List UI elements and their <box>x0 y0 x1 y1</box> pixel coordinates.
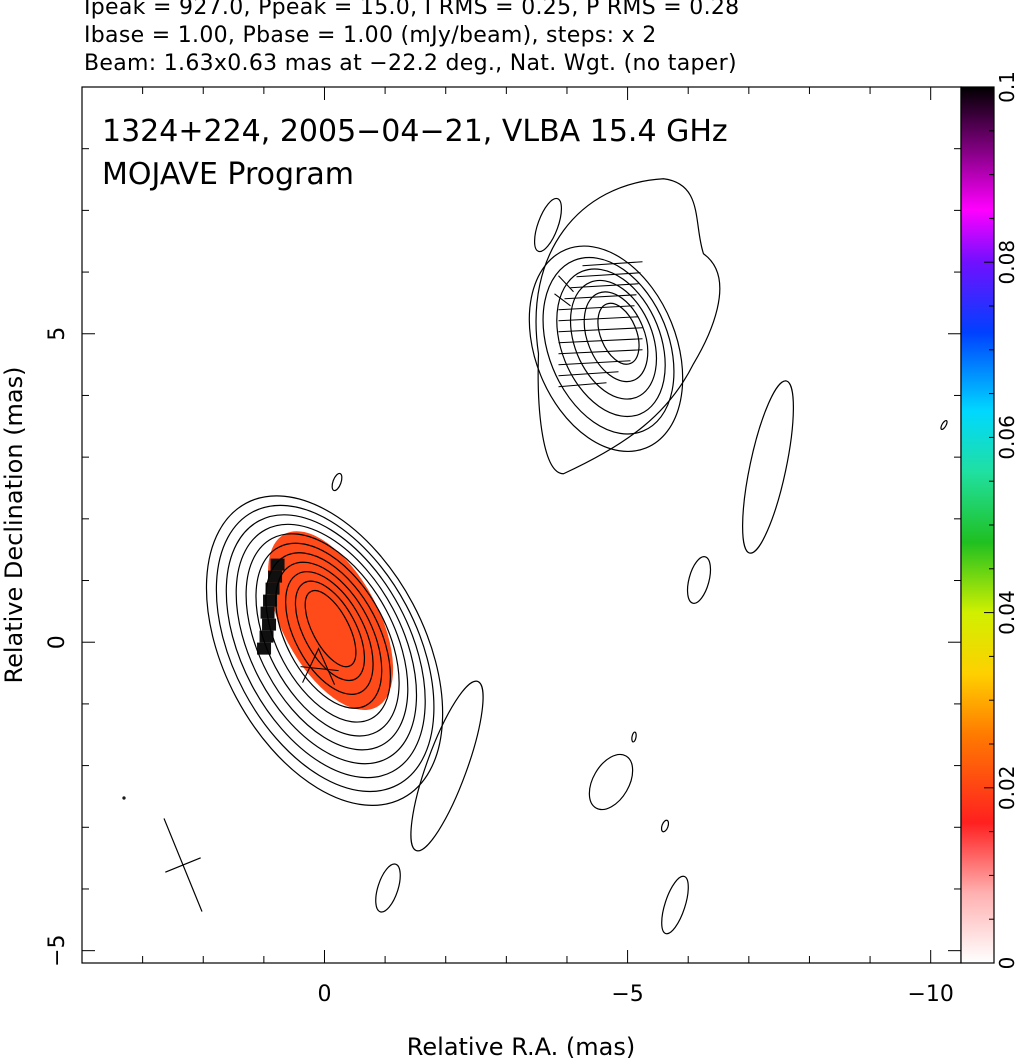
polarization-edge-pixel <box>263 594 278 607</box>
jet-polarization-vector <box>558 338 643 344</box>
plot-area <box>122 178 948 935</box>
x-tick-label: 0 <box>317 982 331 1007</box>
y-tick-label: 0 <box>45 635 70 649</box>
noise-contour <box>588 753 634 811</box>
jet-polarization-vector <box>558 382 607 388</box>
core-polarization-vectors <box>300 647 339 685</box>
colorbar-tick-label: 0.06 <box>995 415 1019 460</box>
core-contour <box>245 533 409 751</box>
noise-contour <box>686 556 712 604</box>
chart-title: 1324+224, 2005−04−21, VLBA 15.4 GHz <box>102 114 728 149</box>
noise-contour <box>331 472 343 492</box>
beam-minor-axis <box>165 857 201 873</box>
core-contour <box>294 580 366 682</box>
core-contour <box>205 495 444 806</box>
core-contour <box>215 504 435 793</box>
colorbar-tick-label: 0.08 <box>995 240 1019 285</box>
core-contour <box>285 571 374 695</box>
noise-contour <box>631 731 637 743</box>
jet-polarization-vector <box>558 349 643 355</box>
jet-contour <box>569 279 658 400</box>
x-tick-label: −5 <box>611 982 643 1007</box>
x-axis-label: Relative R.A. (mas) <box>407 1033 635 1061</box>
jet-polarization-vector <box>558 316 639 322</box>
jet-contour <box>528 245 684 453</box>
jet-polarization-vector <box>564 294 637 300</box>
header-beam-info: Beam: 1.63x0.63 mas at −22.2 deg., Nat. … <box>84 51 737 76</box>
core-contour <box>255 542 400 737</box>
colorbar-tick-label: 0 <box>995 957 1019 970</box>
header-peak-values: Ipeak = 927.0, Ppeak = 15.0, I RMS = 0.2… <box>84 0 740 20</box>
noise-contour <box>660 819 670 833</box>
y-tick-label: −5 <box>45 934 70 966</box>
noise-contour <box>410 680 484 852</box>
jet-contour <box>597 302 640 365</box>
jet-outer-contour <box>535 178 721 475</box>
jet-polarization-vector <box>558 327 643 333</box>
jet-contour <box>556 268 666 418</box>
noise-contour <box>742 380 794 554</box>
noise-contour <box>661 875 689 935</box>
noise-contour <box>375 863 401 913</box>
plot-frame <box>81 86 962 964</box>
noise-contour <box>940 419 948 431</box>
y-axis-label: Relative Declination (mas) <box>0 366 28 683</box>
x-tick-label: −10 <box>907 982 953 1007</box>
core-contour <box>265 552 392 723</box>
chart-subtitle: MOJAVE Program <box>102 157 354 192</box>
core-contour <box>225 514 426 779</box>
axis-ticks: 0 −5 −10 −5 0 5 <box>45 86 961 1007</box>
jet-polarization-vector <box>554 275 574 307</box>
jet-polarization-vector <box>558 305 635 311</box>
core-contour <box>304 589 357 668</box>
jet-polarization-vector <box>558 371 619 377</box>
y-tick-label: 5 <box>45 327 70 341</box>
noise-contour <box>533 197 563 253</box>
core-contour <box>235 523 418 765</box>
jet-polarization-vector <box>576 272 641 278</box>
jet-polarization-vector <box>558 360 631 366</box>
jet-contour <box>542 256 675 435</box>
header-base-levels: Ibase = 1.00, Pbase = 1.00 (mJy/beam), s… <box>84 23 657 48</box>
polarization-fill <box>267 531 394 711</box>
jet-contour <box>583 291 649 383</box>
colorbar-tick-label: 0.02 <box>995 766 1019 811</box>
colorbar-tick-label: 0.04 <box>995 590 1019 635</box>
jet-polarization-vector <box>570 283 639 289</box>
polarization-edge-pixel <box>270 558 285 571</box>
polarization-edge-pixel <box>260 606 275 619</box>
core-contour <box>275 561 383 709</box>
colorbar-ticks: 0 0.02 0.04 0.06 0.08 0.1 <box>984 71 1019 969</box>
colorbar-tick-label: 0.1 <box>995 71 1019 103</box>
jet-polarization-vector <box>582 261 643 267</box>
noise-contour <box>122 796 126 800</box>
